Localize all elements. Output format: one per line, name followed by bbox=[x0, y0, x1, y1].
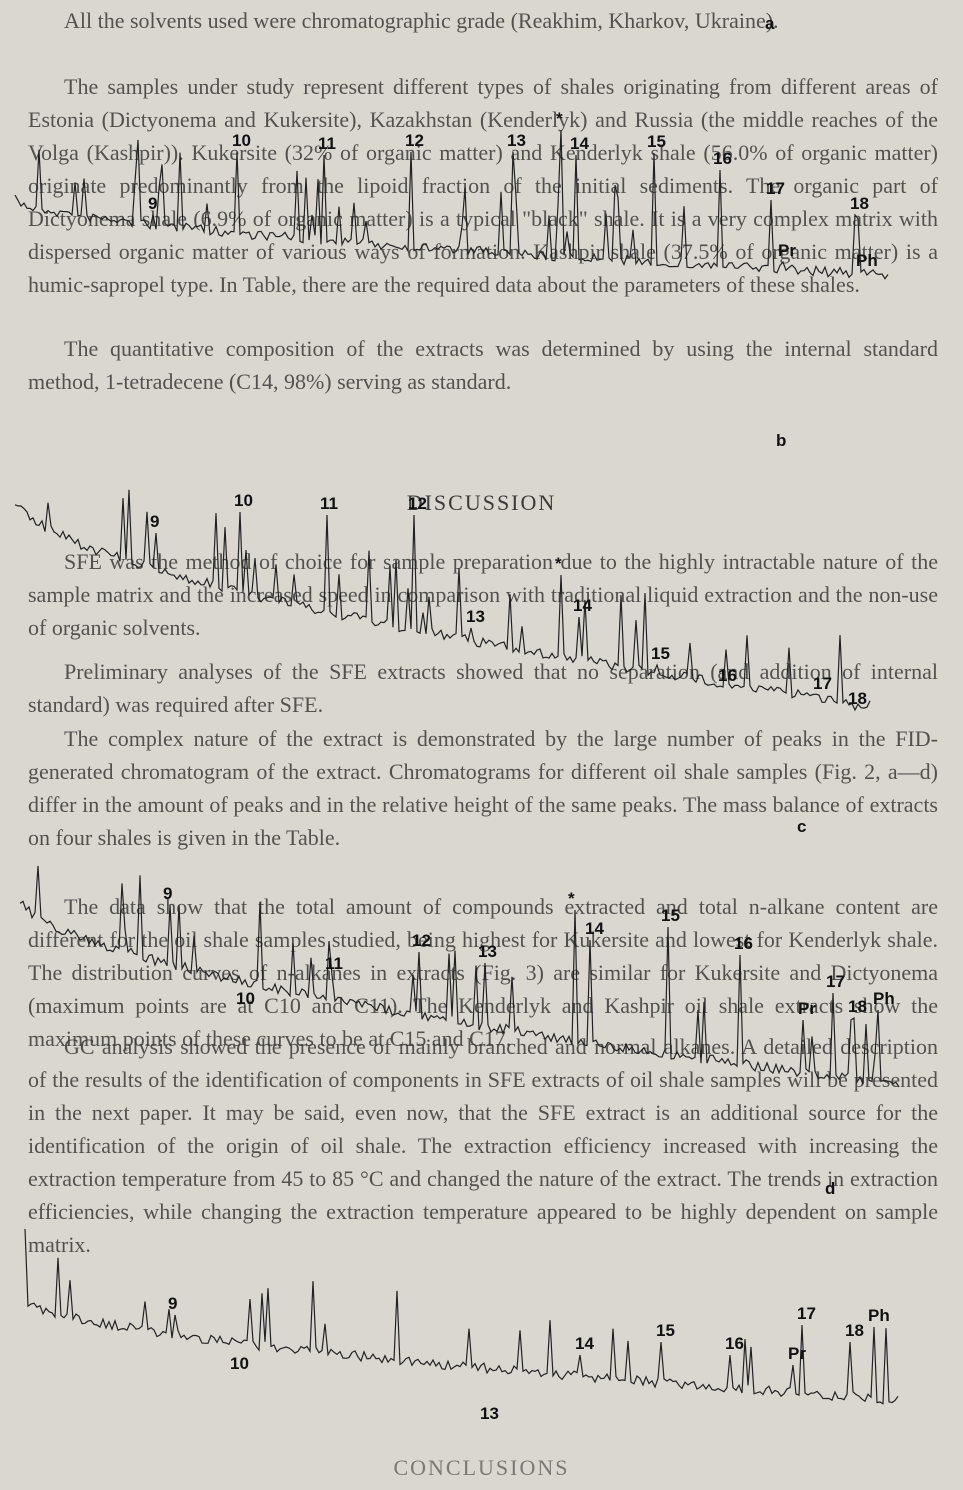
peak-label: 15 bbox=[656, 1321, 675, 1340]
peak-label: 14 bbox=[573, 596, 592, 615]
paragraph: All the solvents used were chromatograph… bbox=[64, 8, 779, 33]
peak-label: 13 bbox=[507, 131, 526, 150]
peak-label: 17 bbox=[826, 972, 845, 991]
peak-label: 15 bbox=[661, 906, 680, 925]
peak-label: 14 bbox=[575, 1334, 594, 1353]
peak-label: * bbox=[555, 554, 562, 573]
peak-label: 18 bbox=[845, 1321, 864, 1340]
peak-label: 16 bbox=[734, 934, 753, 953]
peak-label: 9 bbox=[150, 512, 159, 531]
peak-label: 11 bbox=[320, 494, 338, 513]
peak-label: 12 bbox=[412, 931, 431, 950]
peak-label: 15 bbox=[647, 132, 666, 151]
paragraph: Preliminary analyses of the SFE extracts… bbox=[28, 659, 938, 717]
peak-label: * bbox=[556, 109, 563, 128]
peak-label: 17 bbox=[797, 1304, 816, 1323]
peak-label: Pr bbox=[798, 999, 816, 1018]
peak-label: Ph bbox=[856, 251, 878, 270]
peak-label: 10 bbox=[236, 989, 255, 1008]
chromatogram-trace bbox=[19, 865, 900, 1088]
peak-label: 16 bbox=[725, 1334, 744, 1353]
panel-letter: c bbox=[797, 817, 806, 836]
peak-label: 16 bbox=[713, 149, 732, 168]
peak-label: Pr bbox=[778, 241, 796, 260]
peak-label: 16 bbox=[718, 666, 737, 685]
peak-label: 10 bbox=[234, 491, 253, 510]
panel-letter: d bbox=[825, 1179, 835, 1198]
chromatogram-trace bbox=[24, 1228, 899, 1405]
paragraph: The samples under study represent differ… bbox=[28, 74, 938, 297]
peak-label: 13 bbox=[466, 607, 485, 626]
peak-label: 11 bbox=[325, 954, 343, 973]
peak-label: 9 bbox=[168, 1294, 177, 1313]
peak-label: 18 bbox=[850, 194, 869, 213]
peak-label: 13 bbox=[480, 1404, 499, 1423]
paragraph: SFE was the method of choice for sample … bbox=[28, 549, 938, 640]
paragraph: The quantitative composition of the extr… bbox=[28, 336, 938, 394]
peak-label: 9 bbox=[163, 884, 172, 903]
peak-label: 14 bbox=[570, 134, 589, 153]
section-heading: CONCLUSIONS bbox=[393, 1455, 570, 1480]
peak-label: Pr bbox=[788, 1344, 806, 1363]
peak-label: 11 bbox=[318, 134, 336, 153]
section-heading: DISCUSSION bbox=[406, 490, 557, 515]
panel-letter: b bbox=[776, 431, 786, 450]
peak-label: 18 bbox=[848, 997, 867, 1016]
peak-label: 10 bbox=[232, 131, 251, 150]
peak-label: 9 bbox=[148, 194, 157, 213]
peak-label: Ph bbox=[868, 1306, 890, 1325]
peak-label: 12 bbox=[408, 494, 427, 513]
peak-label: 18 bbox=[848, 689, 867, 708]
paragraph: The complex nature of the extract is dem… bbox=[28, 726, 938, 850]
peak-label: 10 bbox=[230, 1354, 249, 1373]
chromatogram-trace bbox=[14, 489, 871, 712]
peak-label: 15 bbox=[651, 644, 670, 663]
peak-label: 13 bbox=[478, 942, 497, 961]
peak-label: Ph bbox=[873, 989, 895, 1008]
peak-label: 17 bbox=[766, 179, 785, 198]
peak-label: 12 bbox=[405, 131, 424, 150]
chromatogram-trace bbox=[14, 129, 889, 280]
panel-letter: a bbox=[765, 14, 775, 33]
peak-label: 14 bbox=[585, 919, 604, 938]
peak-label: * bbox=[568, 889, 575, 908]
paragraph: GC analysis showed the presence of mainl… bbox=[28, 1034, 938, 1257]
peak-label: 17 bbox=[813, 674, 832, 693]
